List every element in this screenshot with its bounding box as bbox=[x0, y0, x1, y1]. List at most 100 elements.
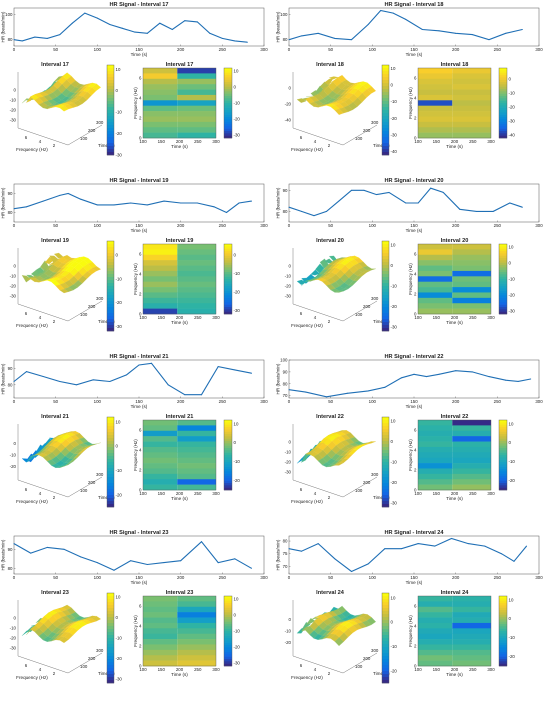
hr-data-point bbox=[505, 380, 506, 381]
spectrogram-cell bbox=[418, 249, 452, 255]
surface-freq-tick-label: 6 bbox=[300, 663, 303, 668]
hr-data-point bbox=[434, 546, 435, 547]
surface-time-tick-label: 300 bbox=[96, 120, 104, 125]
spectrogram-x-label: Time (s) bbox=[171, 672, 188, 677]
surface-colorbar-segment bbox=[107, 650, 114, 653]
surface-colorbar-segment bbox=[107, 453, 114, 456]
spectrogram-colorbar-segment bbox=[499, 272, 507, 275]
surface-colorbar-segment bbox=[382, 244, 389, 247]
hr-x-tick-label: 50 bbox=[53, 575, 58, 580]
hr-data-point bbox=[14, 208, 15, 209]
spectrogram-cell bbox=[143, 655, 177, 661]
surface-colorbar-segment bbox=[107, 459, 114, 462]
spectrogram-colorbar-tick: 10 bbox=[234, 421, 239, 426]
spectrogram-colorbar-segment bbox=[224, 608, 232, 611]
surface-colorbar-segment bbox=[107, 462, 114, 465]
hr-data-point bbox=[422, 29, 423, 30]
surface-colorbar-segment bbox=[107, 74, 114, 77]
hr-data-point bbox=[439, 374, 440, 375]
surface-freq-tick-label: 6 bbox=[25, 487, 28, 492]
spectrogram-cell bbox=[143, 122, 177, 128]
hr-x-tick-label: 100 bbox=[369, 223, 377, 228]
spectrogram-cell bbox=[418, 442, 452, 448]
surface-colorbar-segment bbox=[107, 80, 114, 83]
surface-colorbar-segment bbox=[382, 674, 389, 677]
hr-data-point bbox=[64, 549, 65, 550]
hr-data-point bbox=[455, 370, 456, 371]
spectrogram-cell bbox=[452, 474, 491, 480]
surface-colorbar-segment bbox=[382, 149, 389, 152]
surface-colorbar-segment bbox=[107, 110, 114, 113]
chart-cell-interval-17: HR Signal - Interval 170 50 100 150 200 250 30… bbox=[1, 2, 269, 158]
spectrogram-cell bbox=[418, 425, 452, 431]
spectrogram-colorbar-tick: -30 bbox=[234, 660, 241, 665]
spectrogram-colorbar-tick: -20 bbox=[509, 292, 516, 297]
spectrogram-cell bbox=[177, 111, 216, 117]
spectrogram-colorbar-segment bbox=[224, 75, 232, 78]
hr-chart-title: HR Signal - Interval 21 bbox=[109, 354, 168, 360]
spectrogram-y-tick-label: 4 bbox=[139, 96, 142, 101]
surface-colorbar-segment bbox=[107, 71, 114, 74]
surface-colorbar-segment bbox=[107, 140, 114, 143]
surface-freq-tick-label: 2 bbox=[328, 671, 331, 676]
surface-colorbar-tick: -30 bbox=[391, 133, 398, 138]
spectrogram-colorbar-segment bbox=[499, 624, 507, 627]
spectrogram-y-label: Frequency (Hz) bbox=[133, 87, 138, 119]
spectrogram-cell bbox=[452, 458, 491, 464]
hr-data-point bbox=[384, 387, 385, 388]
spectrogram-colorbar-segment bbox=[499, 112, 507, 115]
spectrogram-cell bbox=[143, 628, 177, 634]
surface-colorbar-segment bbox=[382, 495, 389, 498]
hr-data-point bbox=[384, 548, 385, 549]
spectrogram-colorbar-segment bbox=[499, 631, 507, 634]
surface-colorbar-segment bbox=[107, 671, 114, 674]
surface-colorbar-segment bbox=[107, 495, 114, 498]
spectrogram-colorbar-segment bbox=[499, 436, 507, 439]
spectrogram-cell bbox=[452, 287, 491, 293]
surface-colorbar-segment bbox=[382, 122, 389, 125]
surface-colorbar-segment bbox=[382, 474, 389, 477]
surface-colorbar-segment bbox=[382, 310, 389, 313]
hr-data-point bbox=[451, 538, 452, 539]
surface-colorbar-segment bbox=[382, 286, 389, 289]
surface-colorbar-segment bbox=[107, 295, 114, 298]
hr-x-tick-label: 100 bbox=[369, 575, 377, 580]
hr-x-tick-label: 250 bbox=[219, 575, 227, 580]
surface-colorbar-segment bbox=[107, 653, 114, 656]
spectrogram-colorbar-segment bbox=[224, 643, 232, 646]
surface-colorbar-segment bbox=[382, 468, 389, 471]
hr-data-point bbox=[147, 33, 148, 34]
surface-colorbar-segment bbox=[382, 662, 389, 665]
spectrogram-colorbar-segment bbox=[499, 457, 507, 460]
spectrogram-colorbar-segment bbox=[499, 622, 507, 625]
hr-data-point bbox=[234, 40, 235, 41]
surface-colorbar-segment bbox=[382, 250, 389, 253]
spectrogram-y-tick-label: 4 bbox=[414, 624, 417, 629]
spectrogram-cell bbox=[143, 244, 177, 250]
spectrogram-colorbar-segment bbox=[499, 612, 507, 615]
hr-data-point bbox=[301, 551, 302, 552]
surface-colorbar-segment bbox=[107, 641, 114, 644]
hr-data-point bbox=[214, 206, 215, 207]
surface-colorbar-segment bbox=[382, 608, 389, 611]
hr-x-tick-label: 0 bbox=[288, 47, 291, 52]
surface-colorbar-segment bbox=[107, 319, 114, 322]
surface-colorbar-segment bbox=[382, 486, 389, 489]
surface-time-tick-label: 200 bbox=[363, 480, 371, 485]
hr-x-tick-label: 200 bbox=[177, 223, 185, 228]
hr-x-tick-label: 200 bbox=[177, 47, 185, 52]
hr-data-point bbox=[197, 21, 198, 22]
hr-data-point bbox=[22, 40, 23, 41]
surface-colorbar-segment bbox=[382, 602, 389, 605]
hr-data-point bbox=[289, 39, 290, 40]
spectrogram-x-tick-label: 150 bbox=[158, 315, 166, 320]
spectrogram-colorbar-segment bbox=[499, 455, 507, 458]
surface-colorbar-segment bbox=[107, 241, 114, 244]
hr-data-point bbox=[405, 203, 406, 204]
spectrogram-colorbar-segment bbox=[224, 80, 232, 83]
surface-colorbar-segment bbox=[107, 128, 114, 131]
surface-colorbar-segment bbox=[107, 501, 114, 504]
spectrogram-cell bbox=[177, 68, 216, 74]
spectrogram-x-tick-label: 250 bbox=[469, 315, 477, 320]
surface-colorbar-segment bbox=[382, 289, 389, 292]
